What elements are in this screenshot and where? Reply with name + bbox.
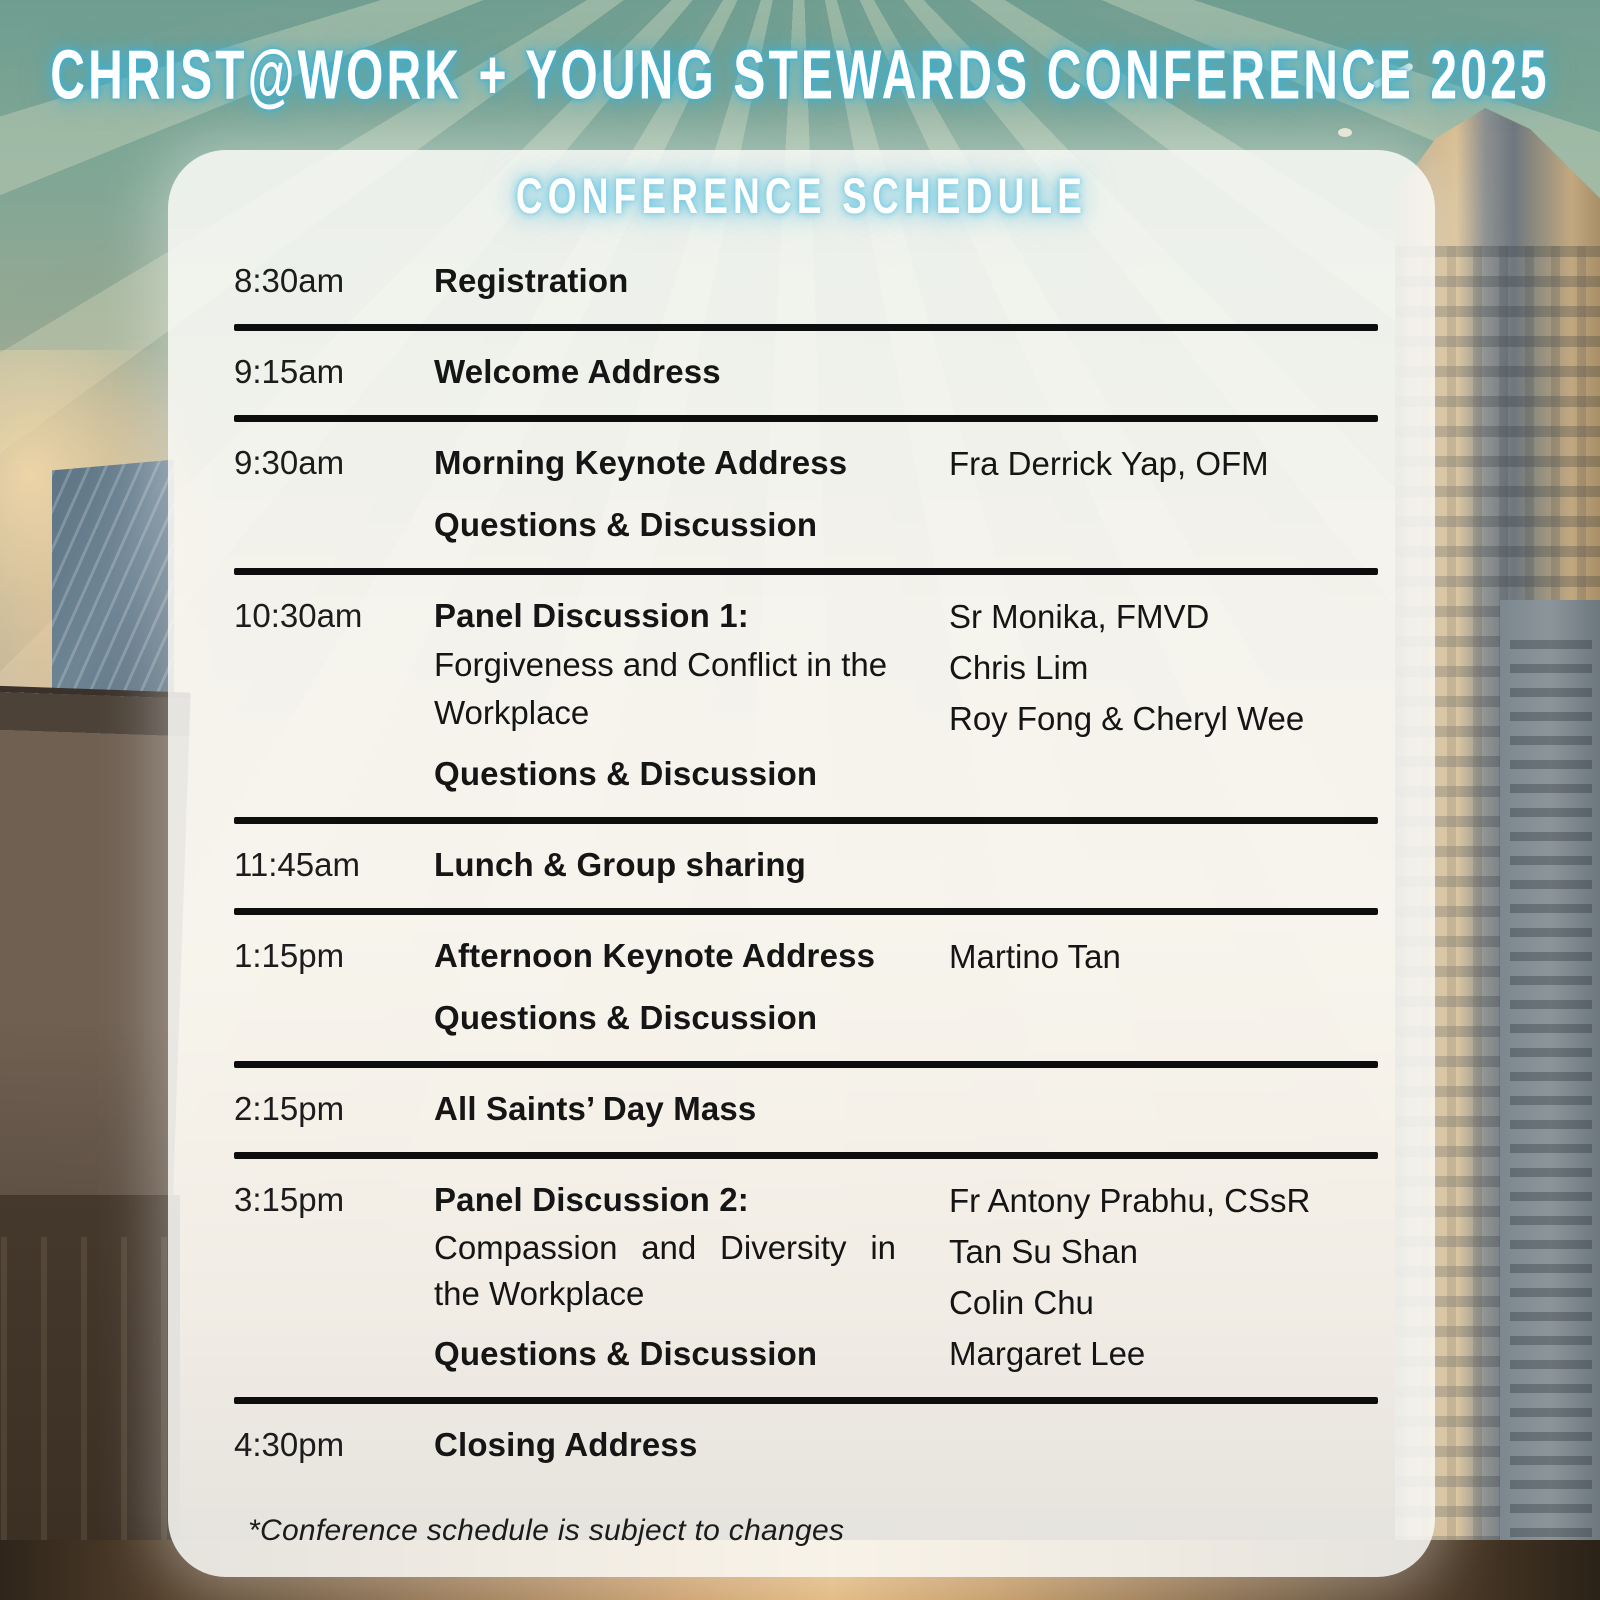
event-speakers: Martino Tan [949, 931, 1378, 982]
speaker-name: Chris Lim [949, 649, 1089, 686]
event-details: Morning Keynote Address Questions & Disc… [434, 438, 949, 550]
event-time: 11:45am [234, 846, 360, 883]
row-divider [234, 415, 1378, 422]
row-divider [234, 1397, 1378, 1404]
event-details: Lunch & Group sharing [434, 840, 949, 890]
schedule-row: 10:30am Panel Discussion 1: Forgiveness … [234, 575, 1378, 817]
speaker-name: Tan Su Shan [949, 1233, 1138, 1270]
event-details: All Saints’ Day Mass [434, 1084, 949, 1134]
event-time: 9:30am [234, 444, 345, 481]
event-speakers: Fr Antony Prabhu, CSsR Tan Su Shan Colin… [949, 1175, 1378, 1379]
skyscraper-right-secondary [1500, 600, 1600, 1600]
row-divider [234, 1152, 1378, 1159]
event-details: Panel Discussion 2: Compassion and Diver… [434, 1175, 949, 1379]
event-time: 4:30pm [234, 1426, 345, 1463]
event-time: 2:15pm [234, 1090, 345, 1127]
schedule-row: 2:15pm All Saints’ Day Mass [234, 1068, 1378, 1152]
event-title: Welcome Address [434, 353, 721, 390]
schedule-card: CONFERENCE SCHEDULE 8:30am Registration … [168, 150, 1435, 1577]
event-description: Forgiveness and Conflict in the Workplac… [434, 646, 888, 731]
schedule-row: 4:30pm Closing Address [234, 1404, 1378, 1488]
schedule-heading-wrap: CONFERENCE SCHEDULE [168, 169, 1435, 224]
row-divider [234, 568, 1378, 575]
schedule-row: 11:45am Lunch & Group sharing [234, 824, 1378, 908]
schedule-row: 1:15pm Afternoon Keynote Address Questio… [234, 915, 1378, 1061]
row-divider [234, 908, 1378, 915]
event-description: Compassion and Diversity in the Workplac… [434, 1229, 896, 1312]
event-time: 1:15pm [234, 937, 345, 974]
speaker-name: Sr Monika, FMVD [949, 598, 1210, 635]
event-subtitle: Questions & Discussion [434, 1335, 818, 1372]
schedule-row: 9:30am Morning Keynote Address Questions… [234, 422, 1378, 568]
row-divider [234, 1061, 1378, 1068]
building-left [0, 691, 191, 1239]
event-details: Afternoon Keynote Address Questions & Di… [434, 931, 949, 1043]
event-title: Closing Address [434, 1426, 698, 1463]
speaker-name: Colin Chu [949, 1284, 1094, 1321]
event-details: Registration [434, 256, 949, 306]
event-title: Morning Keynote Address [434, 444, 848, 481]
schedule-row: 3:15pm Panel Discussion 2: Compassion an… [234, 1159, 1378, 1397]
event-time: 8:30am [234, 262, 345, 299]
event-title: Afternoon Keynote Address [434, 937, 876, 974]
event-time: 10:30am [234, 597, 363, 634]
speaker-name: Martino Tan [949, 938, 1121, 975]
storefront-left [0, 1195, 180, 1600]
schedule-table: 8:30am Registration 9:15am Welcome Addre… [168, 228, 1435, 1488]
event-subtitle: Questions & Discussion [434, 755, 818, 792]
poster-title-wrap: CHRIST@WORK + YOUNG STEWARDS CONFERENCE … [0, 36, 1600, 114]
row-divider [234, 817, 1378, 824]
speaker-name: Margaret Lee [949, 1335, 1146, 1372]
event-subtitle: Questions & Discussion [434, 999, 818, 1036]
event-subtitle: Questions & Discussion [434, 506, 818, 543]
event-time: 3:15pm [234, 1181, 345, 1218]
contrail-dot [1338, 128, 1352, 137]
event-time: 9:15am [234, 353, 345, 390]
event-speakers: Fra Derrick Yap, OFM [949, 438, 1378, 489]
speaker-name: Fra Derrick Yap, OFM [949, 445, 1269, 482]
poster-title: CHRIST@WORK + YOUNG STEWARDS CONFERENCE … [50, 37, 1550, 115]
speaker-name: Fr Antony Prabhu, CSsR [949, 1182, 1311, 1219]
event-details: Welcome Address [434, 347, 949, 397]
event-title: Lunch & Group sharing [434, 846, 806, 883]
event-title: Registration [434, 262, 629, 299]
event-details: Closing Address [434, 1420, 949, 1470]
row-divider [234, 324, 1378, 331]
event-title: All Saints’ Day Mass [434, 1090, 757, 1127]
schedule-footnote: *Conference schedule is subject to chang… [248, 1514, 845, 1547]
schedule-row: 9:15am Welcome Address [234, 331, 1378, 415]
event-title: Panel Discussion 1: [434, 597, 749, 634]
event-speakers: Sr Monika, FMVD Chris Lim Roy Fong & Che… [949, 591, 1378, 744]
event-title: Panel Discussion 2: [434, 1181, 749, 1218]
schedule-heading: CONFERENCE SCHEDULE [515, 168, 1088, 224]
speaker-name: Roy Fong & Cheryl Wee [949, 700, 1305, 737]
schedule-row: 8:30am Registration [234, 240, 1378, 324]
event-details: Panel Discussion 1: Forgiveness and Conf… [434, 591, 949, 799]
